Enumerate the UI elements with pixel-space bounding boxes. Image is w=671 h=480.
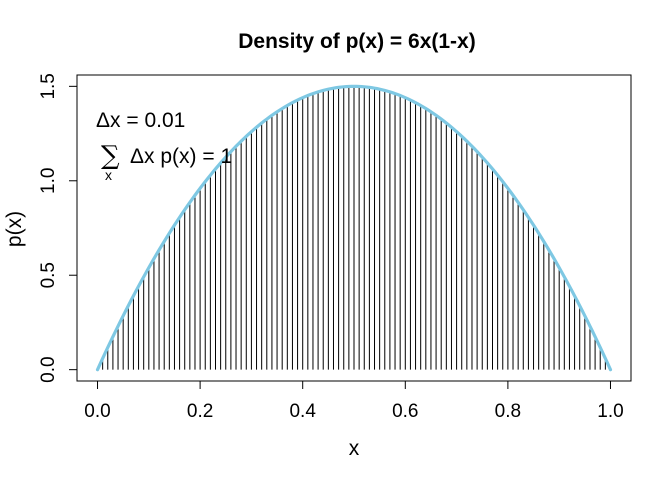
annotation-dx: Δx = 0.01 bbox=[96, 109, 185, 132]
annotation-sum-subscript: x bbox=[105, 167, 112, 183]
x-tick-label: 0.0 bbox=[84, 401, 110, 422]
y-tick-label: 0.0 bbox=[38, 356, 59, 382]
x-axis-title: x bbox=[349, 437, 360, 460]
x-axis: 0.0 0.2 0.4 0.6 0.8 1.0 bbox=[84, 380, 624, 422]
y-axis-title: p(x) bbox=[3, 211, 26, 247]
chart-title: Density of p(x) = 6x(1-x) bbox=[238, 30, 475, 53]
annotation: Δx = 0.01 ∑ x Δx p(x) = 1 bbox=[96, 109, 232, 183]
x-tick-label: 0.8 bbox=[495, 401, 521, 422]
annotation-sum-expression: Δx p(x) = 1 bbox=[130, 145, 232, 168]
y-tick-label: 1.0 bbox=[38, 168, 59, 194]
x-tick-label: 0.6 bbox=[392, 401, 418, 422]
y-tick-label: 1.5 bbox=[38, 73, 59, 99]
x-tick-label: 1.0 bbox=[597, 401, 623, 422]
y-tick-label: 0.5 bbox=[38, 262, 59, 288]
annotation-sum-symbol: ∑ bbox=[101, 141, 120, 171]
y-axis: 0.0 0.5 1.0 1.5 bbox=[38, 73, 78, 383]
x-tick-label: 0.4 bbox=[289, 401, 316, 422]
spikes-group bbox=[102, 86, 606, 370]
density-curve bbox=[95, 84, 613, 372]
x-tick-label: 0.2 bbox=[187, 401, 213, 422]
